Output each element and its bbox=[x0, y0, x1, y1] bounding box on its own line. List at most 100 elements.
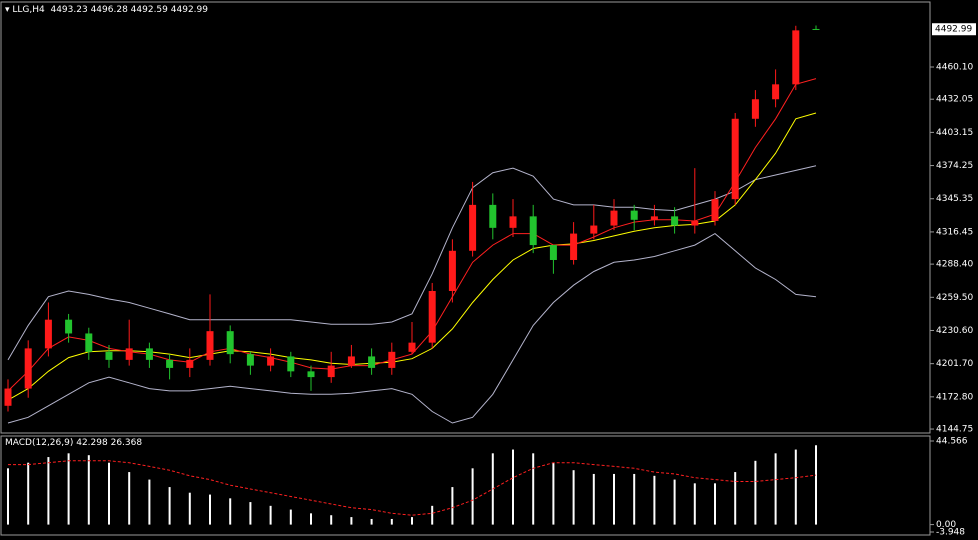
y-tick-label: 4432.05 bbox=[936, 95, 973, 105]
macd-bar bbox=[7, 468, 9, 525]
candle-body bbox=[388, 351, 396, 368]
macd-header: MACD(12,26,9) 42.298 26.368 bbox=[5, 438, 142, 448]
candle-body bbox=[307, 371, 315, 378]
candle-body bbox=[206, 331, 214, 360]
indicator-line bbox=[7, 232, 817, 424]
y-tick-label: 4316.45 bbox=[936, 227, 973, 237]
header-high: 4496.28 bbox=[90, 5, 128, 15]
candle-body bbox=[24, 348, 32, 389]
macd-bar bbox=[774, 453, 777, 525]
macd-bar bbox=[168, 487, 171, 525]
macd-bar bbox=[451, 487, 454, 525]
macd-bar bbox=[572, 470, 575, 525]
macd-bar bbox=[592, 473, 595, 525]
indicator-line bbox=[7, 112, 817, 401]
candle-body bbox=[166, 359, 174, 368]
macd-bar bbox=[209, 494, 211, 525]
macd-bar bbox=[289, 509, 292, 525]
candle-body bbox=[509, 216, 517, 228]
macd-bar bbox=[108, 462, 110, 525]
indicator-line bbox=[7, 165, 817, 361]
candle-body bbox=[711, 199, 719, 221]
price-pane-border bbox=[0, 1, 931, 434]
y-tick-label: 4403.15 bbox=[936, 128, 973, 138]
candle-body bbox=[347, 356, 355, 366]
macd-bar bbox=[714, 483, 716, 525]
macd-bar bbox=[532, 453, 535, 525]
macd-pane-border bbox=[0, 435, 931, 536]
macd-bar bbox=[815, 445, 817, 525]
candle-body bbox=[327, 365, 335, 378]
macd-bar bbox=[512, 449, 514, 525]
price-label-box bbox=[932, 23, 976, 36]
y-tick-label: 4288.40 bbox=[936, 260, 973, 270]
candle-body bbox=[85, 333, 93, 352]
macd-bar bbox=[269, 505, 272, 525]
candle-body bbox=[246, 354, 254, 366]
header-low: 4492.59 bbox=[130, 5, 168, 15]
macd-value: 42.298 bbox=[76, 438, 108, 448]
candle-body bbox=[448, 250, 456, 291]
candle-body bbox=[792, 30, 800, 85]
candle-body bbox=[469, 204, 477, 251]
candle-body bbox=[570, 233, 578, 260]
candle-body bbox=[105, 351, 113, 360]
candle-body bbox=[529, 216, 537, 246]
candle-body bbox=[125, 348, 133, 360]
y-tick-label: -3.948 bbox=[936, 528, 965, 538]
macd-bar bbox=[754, 460, 757, 525]
signal-line bbox=[8, 460, 817, 516]
header-close: 4492.99 bbox=[170, 5, 208, 15]
candle-body bbox=[772, 84, 780, 100]
macd-bar bbox=[673, 479, 676, 525]
signal-value: 26.368 bbox=[110, 438, 143, 448]
macd-bar bbox=[411, 517, 413, 525]
candle-body bbox=[287, 356, 295, 372]
macd-bar bbox=[633, 473, 636, 525]
candle-body bbox=[65, 319, 73, 334]
symbol: LLG,H4 bbox=[12, 5, 45, 15]
candle-body bbox=[671, 216, 679, 226]
candle-body bbox=[549, 245, 557, 260]
candle-body bbox=[428, 290, 436, 343]
macd-bar bbox=[390, 518, 393, 525]
y-tick-label: 4172.80 bbox=[936, 392, 973, 402]
y-tick-label: 4460.10 bbox=[936, 62, 973, 72]
macd-bar bbox=[229, 498, 232, 525]
macd-bar bbox=[27, 462, 30, 525]
y-tick-label: 0.00 bbox=[936, 520, 956, 530]
candle-body bbox=[610, 210, 618, 226]
macd-bar bbox=[734, 472, 737, 525]
macd-bar bbox=[188, 492, 191, 525]
candle-body bbox=[590, 225, 598, 234]
y-tick-label: 4230.60 bbox=[936, 326, 973, 336]
y-tick-label: 4374.25 bbox=[936, 161, 973, 171]
macd-bar bbox=[67, 453, 70, 525]
y-tick-label: 4144.75 bbox=[936, 425, 973, 435]
y-tick-label: 4345.35 bbox=[936, 194, 973, 204]
candle-body bbox=[368, 356, 376, 368]
candle-body bbox=[408, 342, 416, 352]
y-tick-label: 4201.70 bbox=[936, 359, 973, 369]
macd-bar bbox=[794, 449, 797, 525]
macd-bar bbox=[350, 517, 353, 525]
macd-bar bbox=[370, 518, 373, 525]
price-label: 4492.99 bbox=[935, 25, 972, 35]
candle-body bbox=[812, 28, 820, 30]
candle-body bbox=[267, 356, 275, 366]
candle-body bbox=[691, 220, 699, 226]
macd-bar bbox=[653, 475, 656, 525]
candle-body bbox=[4, 388, 12, 406]
macd-bar bbox=[431, 505, 434, 525]
y-tick-label: 44.566 bbox=[936, 437, 968, 447]
candle-body bbox=[186, 359, 194, 368]
macd-bar bbox=[87, 455, 90, 525]
macd-bar bbox=[613, 473, 615, 525]
candle-body bbox=[751, 99, 759, 119]
macd-title: MACD(12,26,9) bbox=[5, 438, 74, 448]
macd-bar bbox=[310, 513, 312, 525]
macd-bar bbox=[693, 483, 696, 525]
candle-body bbox=[650, 216, 658, 220]
